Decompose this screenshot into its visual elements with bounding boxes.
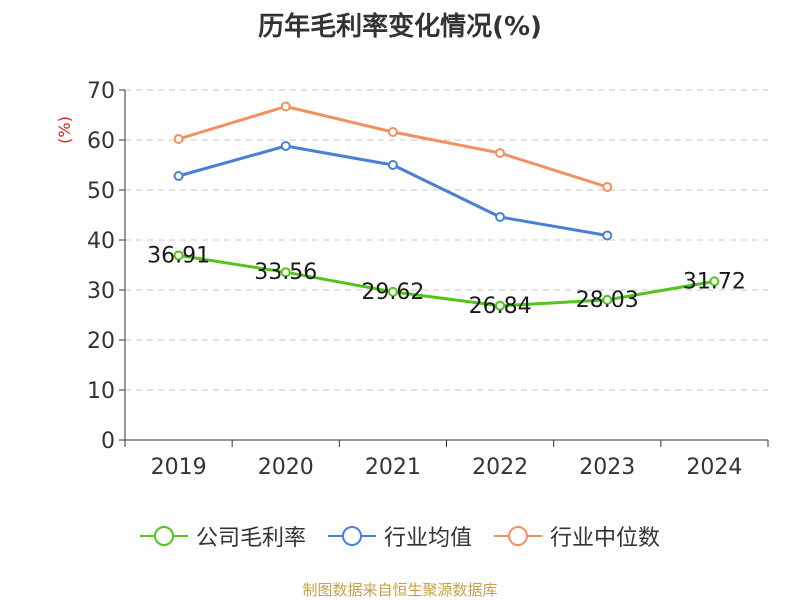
data-point — [387, 160, 398, 170]
data-point — [173, 250, 184, 261]
data-point — [387, 286, 398, 297]
chart-title: 历年毛利率变化情况(%) — [258, 12, 542, 42]
data-label: 31.72 — [683, 269, 746, 294]
legend-label: 公司毛利率 — [195, 526, 306, 551]
x-tick-label: 2023 — [579, 455, 635, 480]
y-tick-label: 50 — [87, 179, 115, 204]
series-lines — [173, 101, 720, 311]
y-tick-label: 70 — [87, 79, 115, 104]
grid-lines — [125, 89, 768, 391]
data-label: 36.91 — [147, 243, 210, 268]
y-tick-label: 10 — [87, 379, 115, 404]
source-note: 制图数据来自恒生聚源数据库 — [302, 581, 498, 599]
x-tick-label: 2024 — [686, 455, 742, 480]
data-labels: 36.91 33.56 29.62 26.84 28.03 31.72 — [147, 243, 746, 318]
data-point — [495, 148, 506, 158]
y-tick-label: 40 — [87, 229, 115, 254]
y-tick-label: 60 — [87, 129, 115, 154]
legend-label: 行业均值 — [383, 526, 472, 551]
data-label: 29.62 — [361, 280, 424, 305]
data-point — [602, 294, 613, 305]
legend-item-company[interactable]: 公司毛利率 — [139, 520, 306, 552]
y-tick-label: 20 — [87, 329, 115, 354]
data-point — [173, 134, 184, 144]
series-line — [178, 144, 608, 237]
legend-item-industry-mean[interactable]: 行业均值 — [327, 520, 472, 552]
axes: 0 10 20 30 40 50 60 70 (%) 2019 2020 2021 2022 2023 20… — [55, 79, 769, 480]
series-line — [178, 105, 608, 189]
legend-label: 行业中位数 — [550, 526, 661, 551]
data-point — [709, 276, 720, 287]
x-tick-label: 2021 — [365, 455, 421, 480]
legend-marker-icon — [139, 526, 188, 546]
data-label: 33.56 — [254, 260, 317, 285]
data-point — [495, 212, 506, 222]
data-label: 28.03 — [576, 288, 639, 313]
data-point — [495, 300, 506, 311]
legend-marker-icon — [494, 526, 542, 546]
legend: 公司毛利率 行业均值 行业中位数 — [0, 520, 800, 552]
data-point — [280, 141, 291, 151]
series-line — [178, 253, 715, 308]
data-point — [387, 127, 398, 137]
data-label: 26.84 — [469, 294, 532, 319]
x-tick-label: 2019 — [151, 455, 207, 480]
y-axis-title: (%) — [55, 116, 74, 144]
legend-marker-icon — [327, 526, 376, 546]
data-point — [173, 171, 184, 181]
x-tick-label: 2020 — [258, 455, 314, 480]
data-point — [280, 101, 291, 112]
x-tick-label: 2022 — [472, 455, 528, 480]
data-point — [602, 182, 613, 192]
legend-item-industry-median[interactable]: 行业中位数 — [494, 520, 660, 552]
y-tick-label: 0 — [101, 429, 115, 454]
y-tick-label: 30 — [87, 279, 115, 304]
data-point — [280, 267, 291, 278]
data-point — [602, 230, 613, 241]
